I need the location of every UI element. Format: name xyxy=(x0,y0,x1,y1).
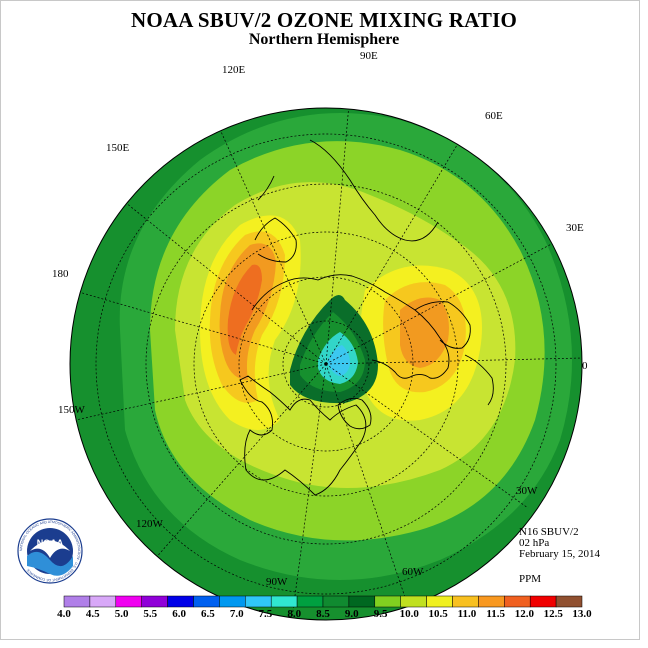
colorbar-tick-label: 10.0 xyxy=(399,608,419,620)
colorbar-tick-label: 10.5 xyxy=(428,608,448,620)
colorbar-tick-label: 5.0 xyxy=(114,608,129,620)
vortex-cyan xyxy=(328,345,350,376)
coastlines xyxy=(239,139,494,496)
meridian-90w xyxy=(291,363,327,619)
meridian-180 xyxy=(71,289,327,365)
colorbar-swatch xyxy=(322,595,350,608)
field-dark-orange xyxy=(227,264,262,355)
figure-frame xyxy=(0,0,640,640)
lon-label-150w: 150W xyxy=(58,404,85,416)
colorbar-tick-label: 9.0 xyxy=(344,608,359,620)
colorbar-tick-label: 4.5 xyxy=(85,608,100,620)
colorbar-swatch xyxy=(504,595,531,608)
coast-japan xyxy=(257,175,275,201)
latitude-circles xyxy=(95,133,557,595)
meridian-0 xyxy=(325,357,582,365)
meridians xyxy=(71,108,582,619)
colorbar-swatch xyxy=(426,595,453,608)
colorbar-swatch xyxy=(219,595,246,608)
field-teal-patch xyxy=(432,93,455,106)
colorbar-tick-label: 5.5 xyxy=(143,608,158,620)
colorbar-tick-label: 12.5 xyxy=(543,608,563,620)
colorbar-swatch xyxy=(296,595,324,608)
colorbar-tick-label: 8.5 xyxy=(316,608,330,620)
colorbar-tick-label: 4.0 xyxy=(57,608,71,620)
logo-gull xyxy=(30,540,70,558)
lat-circle-80 xyxy=(282,320,370,408)
colorbar-swatch xyxy=(374,595,401,608)
lat-circle-60 xyxy=(193,231,459,497)
meridian-60e xyxy=(325,109,479,365)
colorbar-tick-label: 11.0 xyxy=(457,608,477,620)
colorbar-swatch xyxy=(89,595,117,608)
colorbar-swatch xyxy=(63,595,91,608)
ozone-field xyxy=(70,93,582,620)
lon-label-60e: 60E xyxy=(485,110,503,122)
meridian-120w xyxy=(153,363,327,561)
colorbar-tick-label: 12.0 xyxy=(514,608,535,620)
coast-siberia-east xyxy=(254,217,297,263)
colorbar-tick-label: 8.0 xyxy=(287,608,302,620)
colorbar-tick-label: 7.5 xyxy=(258,608,273,620)
colorbar-swatch xyxy=(529,595,557,608)
lon-label-120e: 120E xyxy=(222,64,246,76)
colorbar-swatch xyxy=(555,595,583,608)
colorbar-tick-label: 9.5 xyxy=(373,608,388,620)
colorbar-tick-label: 6.0 xyxy=(172,608,186,620)
coast-asia-south xyxy=(309,139,439,242)
colorbar-swatch xyxy=(270,595,298,608)
instrument-label: N16 SBUV/2 xyxy=(519,526,579,538)
lon-label-90w: 90W xyxy=(266,576,288,588)
coast-europe xyxy=(414,301,471,349)
meridian-30w xyxy=(325,363,529,509)
colorbar-swatch xyxy=(478,595,505,608)
colorbar-tick-label: 13.0 xyxy=(572,608,592,620)
lat-circle-50 xyxy=(145,183,507,545)
coast-north-america xyxy=(239,375,367,496)
colorbar-swatch xyxy=(193,595,220,608)
noaa-logo: NOAA NATIONAL OCEANIC AND ATMOSPHERIC AD… xyxy=(17,518,83,584)
lat-circle-40 xyxy=(95,133,557,595)
colorbar-swatch xyxy=(115,595,142,608)
lon-label-180: 180 xyxy=(52,268,69,280)
colorbar-swatch xyxy=(400,595,427,608)
colorbar-swatch xyxy=(348,595,376,608)
meridian-30e xyxy=(325,231,575,365)
lon-label-30w: 30W xyxy=(516,485,538,497)
logo-wave xyxy=(27,551,73,576)
lon-label-150e: 150E xyxy=(106,142,130,154)
lon-label-90e: 90E xyxy=(360,50,378,62)
colorbar-tick-label: 6.5 xyxy=(201,608,215,620)
coast-africa-north xyxy=(464,354,494,406)
logo-text: NOAA xyxy=(37,538,64,548)
lon-label-60w: 60W xyxy=(402,566,424,578)
units-label: PPM xyxy=(519,573,542,585)
map-boundary xyxy=(69,107,583,621)
coast-greenland xyxy=(337,397,372,430)
colorbar xyxy=(63,595,583,608)
colorbar-swatch xyxy=(452,595,479,608)
colorbar-swatch xyxy=(245,595,272,608)
lon-label-0: 0 xyxy=(582,360,588,372)
meridian-90e xyxy=(325,108,353,365)
date-label: February 15, 2014 xyxy=(519,548,600,560)
colorbar-tick-label: 11.5 xyxy=(486,608,506,620)
lon-label-30e: 30E xyxy=(566,222,584,234)
coast-eurasia xyxy=(251,274,450,379)
pressure-level-label: 02 hPa xyxy=(519,537,550,549)
meridian-150w xyxy=(75,363,327,421)
map-subtitle: Northern Hemisphere xyxy=(248,31,400,48)
meridian-120e xyxy=(203,108,327,365)
colorbar-swatch xyxy=(141,595,168,608)
lon-label-120w: 120W xyxy=(136,518,163,530)
colorbar-tick-label: 7.0 xyxy=(229,608,244,620)
map-title: NOAA SBUV/2 OZONE MIXING RATIO xyxy=(131,8,517,32)
colorbar-swatch xyxy=(167,595,194,608)
